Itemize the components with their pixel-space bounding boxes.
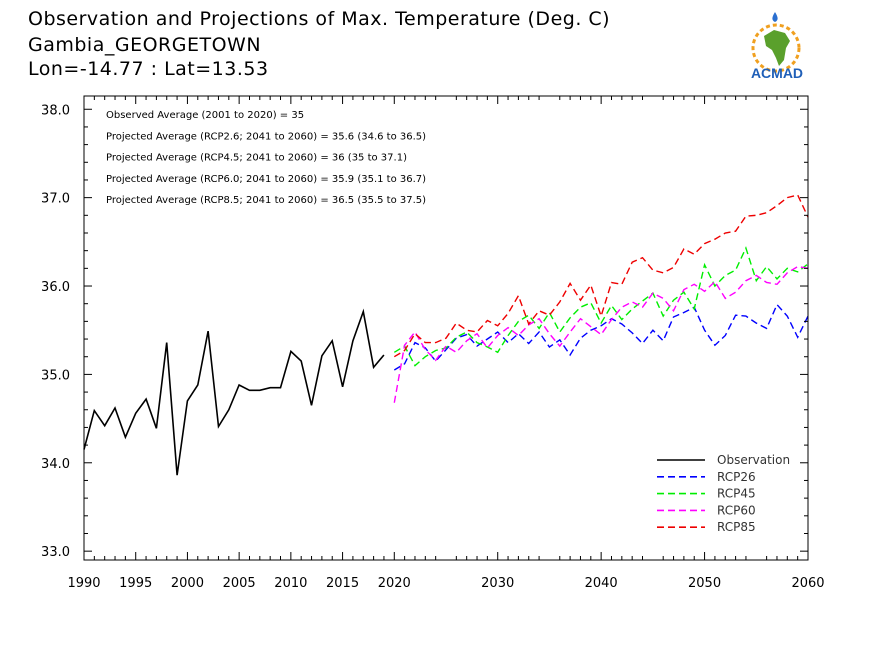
statistics-block: Observed Average (2001 to 2020) = 35 Proj… <box>106 110 426 206</box>
station-name: Gambia_GEORGETOWN <box>28 34 262 56</box>
series-line-rcp26 <box>393 303 809 371</box>
africa-shape-icon <box>764 30 790 66</box>
y-tick-label: 33.0 <box>41 545 70 560</box>
legend: Observation RCP26 RCP45 RCP60 RCP85 <box>657 453 790 534</box>
stat-line: Projected Average (RCP2.6; 2041 to 2060)… <box>106 131 426 142</box>
axis-ticks: 1990 1995 2000 2005 2010 2015 2020 2030 2040 2050… <box>41 96 825 591</box>
legend-label: RCP60 <box>717 503 756 517</box>
logo-text: ACMAD <box>751 65 803 81</box>
x-tick-label: 2005 <box>223 576 256 591</box>
legend-label: RCP26 <box>717 470 756 484</box>
x-tick-label: 2050 <box>688 576 721 591</box>
stat-line: Projected Average (RCP8.5; 2041 to 2060)… <box>106 195 426 206</box>
series-line-rcp60 <box>393 265 809 403</box>
station-coordinates: Lon=-14.77 : Lat=13.53 <box>28 58 269 80</box>
y-tick-label: 36.0 <box>41 280 70 295</box>
water-drop-icon <box>772 12 778 22</box>
x-tick-label: 2030 <box>481 576 514 591</box>
x-tick-label: 2000 <box>171 576 204 591</box>
series-line-observation <box>83 308 385 476</box>
series-lines <box>83 194 809 476</box>
series-line-rcp85 <box>393 194 809 358</box>
legend-label: RCP45 <box>717 487 756 501</box>
y-tick-label: 34.0 <box>41 457 70 472</box>
y-tick-label: 38.0 <box>41 103 70 118</box>
x-tick-label: 2040 <box>585 576 618 591</box>
stat-line: Projected Average (RCP6.0; 2041 to 2060)… <box>106 174 426 185</box>
stat-line: Observed Average (2001 to 2020) = 35 <box>106 110 304 121</box>
x-tick-label: 2015 <box>326 576 359 591</box>
x-tick-label: 2020 <box>378 576 411 591</box>
legend-label: Observation <box>717 453 790 467</box>
x-tick-label: 1990 <box>67 576 100 591</box>
stat-line: Projected Average (RCP4.5; 2041 to 2060)… <box>106 153 407 164</box>
x-tick-label: 1995 <box>119 576 152 591</box>
y-tick-label: 35.0 <box>41 368 70 383</box>
x-tick-label: 2060 <box>791 576 824 591</box>
x-tick-label: 2010 <box>274 576 307 591</box>
legend-label: RCP85 <box>717 520 756 534</box>
plot-frame <box>83 95 809 561</box>
chart-title: Observation and Projections of Max. Temp… <box>28 8 611 30</box>
y-tick-label: 37.0 <box>41 192 70 207</box>
africa-map-logo: ACMAD <box>738 6 816 84</box>
series-line-rcp45 <box>393 246 809 367</box>
